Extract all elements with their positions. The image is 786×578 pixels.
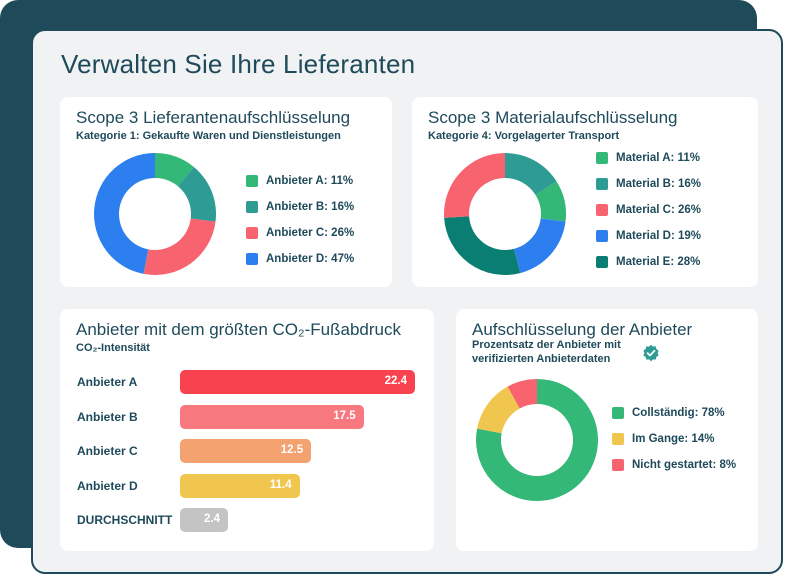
donut-slice-im-gange	[477, 386, 520, 434]
donut-slice-material-e	[444, 216, 521, 275]
legend-swatch	[246, 253, 258, 265]
supplier-status-card: Aufschlüsselung der Anbieter Prozentsatz…	[456, 309, 758, 551]
co2-footprint-title: Anbieter mit dem größten CO₂-Fußabdruck	[76, 320, 401, 339]
legend-swatch	[596, 256, 608, 268]
legend-label: Material E: 28%	[616, 256, 701, 268]
material-legend: Material A: 11% Material B: 16% Material C…	[596, 145, 701, 275]
bar-anbieter-a: 22.4	[180, 370, 415, 394]
donut-slice-material-c	[444, 153, 505, 218]
bar-category-label: DURCHSCHNITT	[77, 513, 173, 527]
bar-category-label: Anbieter A	[77, 375, 138, 389]
legend-swatch	[596, 230, 608, 242]
supplier-status-title: Aufschlüsselung der Anbieter	[472, 320, 693, 339]
bar-row-anbieter-b: Anbieter B 17.5	[60, 404, 434, 429]
legend-swatch	[246, 201, 258, 213]
check-badge-icon	[643, 344, 659, 362]
bar-value-label: 12.5	[280, 444, 304, 456]
material-donut-chart	[444, 153, 566, 275]
bar-value-label: 2.4	[204, 513, 220, 525]
legend-item-material-e: Material E: 28%	[596, 249, 701, 275]
donut-slice-collst-ndig	[476, 379, 598, 501]
supplier-status-subtitle: Prozentsatz der Anbieter mit verifiziert…	[472, 339, 621, 365]
legend-item-nicht-gestartet: Nicht gestartet: 8%	[612, 452, 736, 478]
dashboard-panel: Verwalten Sie Ihre Lieferanten Scope 3 L…	[31, 29, 783, 574]
legend-label: Anbieter B: 16%	[266, 201, 355, 213]
bar-row-anbieter-a: Anbieter A 22.4	[60, 370, 434, 394]
bar-durchschnitt: 2.4	[180, 508, 228, 532]
donut-slice-anbieter-c	[143, 218, 216, 275]
legend-label: Anbieter A: 11%	[266, 175, 354, 187]
bar-anbieter-b: 17.5	[180, 404, 364, 429]
legend-label: Collständig: 78%	[632, 407, 725, 419]
donut-slice-nicht-gestartet	[507, 379, 537, 409]
supplier-legend: Anbieter A: 11% Anbieter B: 16% Anbieter C…	[246, 168, 354, 272]
donut-slice-anbieter-b	[177, 166, 216, 222]
legend-label: Material C: 26%	[616, 204, 702, 216]
page-title: Verwalten Sie Ihre Lieferanten	[61, 49, 416, 79]
donut-slice-material-a	[535, 181, 566, 222]
donut-slice-material-d	[513, 218, 566, 274]
supplier-breakdown-title: Scope 3 Lieferantenaufschlüsselung	[76, 108, 351, 127]
legend-swatch	[612, 407, 624, 419]
bar-row-anbieter-d: Anbieter D 11.4	[60, 473, 434, 498]
bar-category-label: Anbieter D	[77, 478, 138, 493]
legend-label: Material B: 16%	[616, 178, 702, 190]
status-donut-chart	[476, 379, 598, 501]
legend-label: Material A: 11%	[616, 152, 700, 164]
bar-value-label: 22.4	[384, 375, 407, 387]
bar-anbieter-c: 12.5	[180, 439, 312, 463]
legend-item-im-gange: Im Gange: 14%	[612, 426, 736, 452]
material-breakdown-subtitle: Kategorie 4: Vorgelagerter Transport	[428, 130, 620, 142]
bar-anbieter-d: 11.4	[180, 473, 300, 498]
bar-value-label: 17.5	[333, 409, 356, 422]
legend-item-material-a: Material A: 11%	[596, 145, 701, 171]
legend-item-material-b: Material B: 16%	[596, 171, 701, 197]
legend-label: Anbieter D: 47%	[266, 253, 355, 265]
legend-item-collst-ndig: Collständig: 78%	[612, 400, 736, 426]
legend-item-anbieter-a: Anbieter A: 11%	[246, 168, 354, 194]
co2-footprint-card: Anbieter mit dem größten CO₂-Fußabdruck …	[60, 309, 434, 551]
supplier-breakdown-card: Scope 3 Lieferantenaufschlüsselung Kateg…	[60, 97, 392, 287]
supplier-breakdown-subtitle: Kategorie 1: Gekaufte Waren und Dienstle…	[76, 130, 341, 142]
material-breakdown-title: Scope 3 Materialaufschlüsselung	[428, 108, 678, 127]
donut-slice-anbieter-d	[94, 153, 155, 274]
donut-slice-material-b	[505, 153, 557, 195]
bar-value-label: 11.4	[269, 478, 292, 491]
legend-swatch	[612, 433, 624, 445]
legend-item-material-d: Material D: 19%	[596, 223, 701, 249]
legend-swatch	[246, 227, 258, 239]
legend-label: Material D: 19%	[616, 230, 702, 242]
bar-category-label: Anbieter C	[77, 444, 138, 458]
legend-swatch	[596, 152, 608, 164]
co2-bar-chart: Anbieter A 22.4 Anbieter B 17.5 Anbieter C 12…	[60, 309, 434, 551]
bar-row-durchschnitt: DURCHSCHNITT 2.4	[60, 508, 434, 532]
legend-label: Im Gange: 14%	[632, 433, 715, 445]
legend-item-anbieter-b: Anbieter B: 16%	[246, 194, 354, 220]
status-legend: Collständig: 78% Im Gange: 14% Nicht gesta…	[612, 400, 736, 478]
legend-swatch	[596, 204, 608, 216]
legend-item-anbieter-d: Anbieter D: 47%	[246, 246, 354, 272]
legend-label: Nicht gestartet: 8%	[632, 459, 737, 471]
bar-row-anbieter-c: Anbieter C 12.5	[60, 439, 434, 463]
bar-category-label: Anbieter B	[77, 409, 138, 424]
supplier-donut-chart	[94, 153, 216, 275]
legend-label: Anbieter C: 26%	[266, 227, 355, 239]
legend-swatch	[596, 178, 608, 190]
legend-swatch	[612, 459, 624, 471]
material-breakdown-card: Scope 3 Materialaufschlüsselung Kategori…	[412, 97, 758, 287]
legend-swatch	[246, 175, 258, 187]
legend-item-anbieter-c: Anbieter C: 26%	[246, 220, 354, 246]
legend-item-material-c: Material C: 26%	[596, 197, 701, 223]
donut-slice-anbieter-a	[155, 153, 194, 187]
co2-footprint-subtitle: CO₂-Intensität	[76, 342, 150, 354]
